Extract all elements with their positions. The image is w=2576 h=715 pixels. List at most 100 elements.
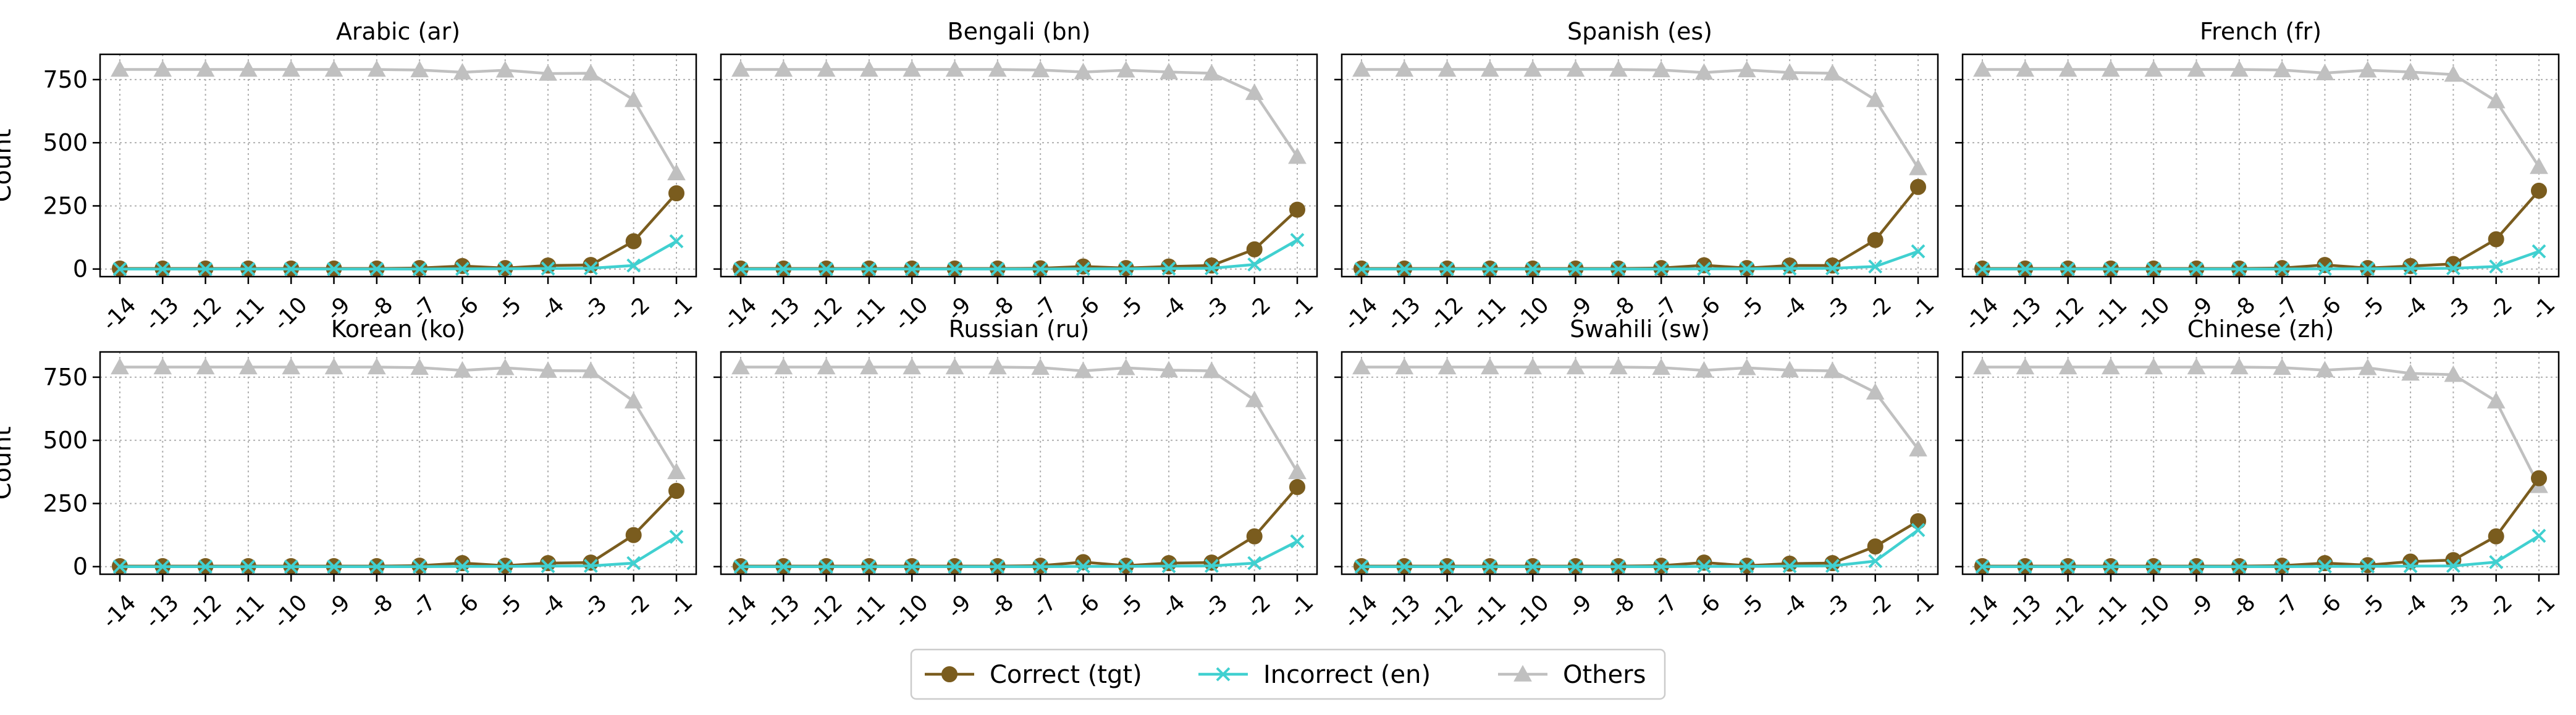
series-line — [120, 535, 678, 568]
series-others — [1973, 358, 2548, 493]
data-point — [2358, 61, 2377, 78]
x-tick-label: -11 — [226, 292, 270, 336]
data-point — [1823, 361, 1842, 378]
series-line — [1982, 366, 2541, 487]
x-tick-label: -4 — [1156, 292, 1190, 325]
data-point — [540, 555, 557, 571]
data-point — [2189, 262, 2203, 277]
data-point — [2061, 262, 2076, 277]
x-tick-label: -4 — [2398, 590, 2431, 623]
data-point — [1160, 62, 1178, 80]
series-line — [741, 68, 1299, 157]
data-point — [410, 61, 429, 78]
x-tick-label: -6 — [1071, 590, 1105, 623]
data-point — [733, 262, 748, 277]
y-tick-label: 0 — [73, 553, 88, 580]
x-tick-label: -3 — [1199, 590, 1232, 623]
data-point — [2403, 559, 2418, 574]
legend-box — [910, 648, 1666, 700]
data-point — [1033, 262, 1048, 277]
series-line — [120, 490, 678, 568]
data-point — [1033, 559, 1048, 574]
data-point — [498, 261, 513, 276]
x-tick-label: -3 — [578, 590, 612, 623]
data-point — [2187, 358, 2206, 375]
data-point — [581, 361, 600, 378]
data-point — [1909, 440, 1927, 457]
data-point — [733, 559, 748, 574]
data-point — [327, 262, 341, 277]
x-tick-label: -14 — [718, 590, 762, 633]
x-tick-label: -5 — [2355, 590, 2389, 623]
x-tick-label: -3 — [578, 292, 612, 325]
x-tick-label: -12 — [1425, 292, 1468, 336]
x-tick-label: -5 — [1114, 590, 1147, 623]
data-point — [239, 60, 258, 77]
data-point — [1568, 559, 1583, 574]
x-tick-label: -11 — [226, 590, 270, 633]
data-point — [626, 258, 641, 273]
data-point — [2318, 261, 2332, 276]
data-point — [2489, 554, 2504, 569]
data-point — [1611, 262, 1626, 277]
data-point — [1973, 358, 1992, 375]
data-point — [1290, 534, 1305, 549]
y-tick-label: 250 — [43, 192, 88, 219]
series-line — [1362, 366, 1919, 450]
x-tick-label: -5 — [1735, 292, 1768, 325]
data-point — [2532, 529, 2546, 543]
gridlines — [1342, 352, 1938, 574]
data-point — [2144, 358, 2163, 375]
data-point — [1247, 257, 1262, 272]
data-point — [367, 358, 386, 375]
data-point — [1973, 60, 1992, 77]
series-line — [741, 540, 1299, 568]
x-tick-label: -6 — [1692, 590, 1725, 623]
legend-entry: Correct (tgt) — [925, 661, 1142, 689]
x-tick-label: -4 — [1777, 292, 1811, 325]
data-point — [1654, 559, 1669, 574]
series-correct — [733, 201, 1305, 277]
x-tick-label: -13 — [140, 590, 184, 633]
data-point — [324, 358, 343, 375]
x-tick-label: -14 — [1339, 590, 1383, 633]
data-point — [1780, 63, 1799, 80]
x-tick-label: -10 — [1510, 292, 1554, 336]
data-point — [1031, 358, 1050, 375]
data-point — [625, 527, 642, 543]
x-tick-label: -11 — [1468, 590, 1512, 633]
data-point — [324, 60, 343, 77]
data-point — [1481, 358, 1499, 375]
axes-frame — [720, 53, 1318, 278]
data-point — [495, 358, 515, 375]
data-point — [541, 559, 555, 574]
data-point — [2315, 64, 2334, 80]
data-point — [369, 559, 384, 574]
data-point — [2403, 261, 2418, 276]
series-correct — [112, 483, 684, 574]
x-tick-label: -1 — [664, 590, 697, 623]
x-tick-label: -5 — [493, 292, 526, 325]
x-tick-label: -13 — [2003, 292, 2047, 336]
x-tick-label: -1 — [1285, 590, 1318, 623]
data-point — [2102, 60, 2120, 77]
series-incorrect — [733, 233, 1305, 277]
data-point — [819, 262, 834, 277]
data-point — [2444, 365, 2463, 382]
x-tick-label: -12 — [804, 292, 848, 336]
x-tick-label: -2 — [1242, 292, 1276, 325]
panel-title: Swahili (sw) — [1570, 316, 1710, 343]
series-correct — [733, 479, 1305, 574]
panel-8: Chinese (zh)-14-13-12-11-10 -9 -8 -7 -6 -5 -4-… — [1955, 316, 2560, 633]
data-point — [155, 262, 170, 277]
data-point — [2103, 262, 2118, 277]
data-point — [1737, 358, 1756, 375]
data-point — [1395, 358, 1414, 375]
data-point — [1737, 61, 1756, 78]
x-tick-label: -2 — [621, 292, 655, 325]
x-tick-label: -5 — [1114, 292, 1147, 325]
x-tick-label: -10 — [2131, 292, 2175, 336]
panel-2: Bengali (bn)-14-13-12-11-10 -9 -8 -7 -6 -5 -4-… — [713, 18, 1318, 336]
data-point — [111, 60, 129, 77]
